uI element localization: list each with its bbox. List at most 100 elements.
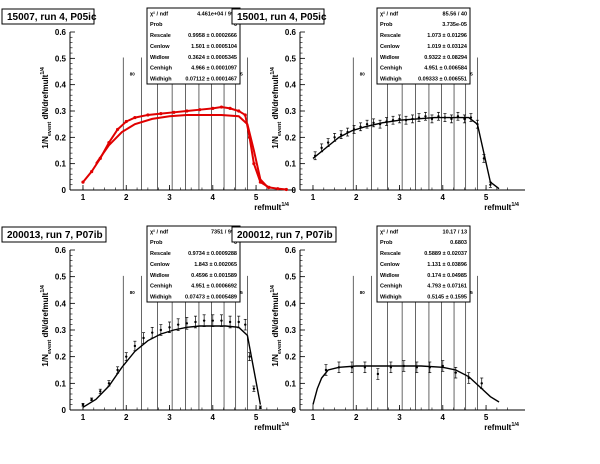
stats-name: Prob (380, 240, 393, 246)
data-point (202, 319, 206, 322)
y-tick-label: 0.2 (285, 133, 297, 142)
y-tick-label: 0.2 (55, 353, 67, 362)
chart-panel: 1 2 3 4 5 0 0.1 0.2 0.3 0.4 0.5 0.6 refmult1/4 1/Neve… (1, 225, 295, 432)
stats-name: Widhigh (380, 77, 402, 83)
x-tick-label: 2 (354, 193, 359, 202)
data-point (185, 322, 189, 325)
data-point (81, 403, 85, 406)
stats-value: 3.735e-05 (442, 22, 467, 28)
data-point (90, 398, 93, 401)
data-point (259, 406, 262, 409)
data-point (252, 387, 256, 390)
y-tick-label: 0 (292, 406, 297, 415)
y-tick-label: 0.4 (55, 299, 67, 308)
x-tick-label: 5 (484, 193, 489, 202)
data-point (363, 366, 367, 369)
data-point (228, 320, 232, 324)
fit-curve (95, 113, 270, 190)
x-tick-label: 5 (254, 413, 259, 422)
chart-title: 200013, run 7, P07ib (7, 230, 103, 241)
stats-name: Widlow (380, 55, 400, 61)
stats-value: 4.951 ± 0.0006692 (191, 284, 237, 290)
stats-value: 1.073 ± 0.01296 (427, 33, 467, 39)
chart-title: 15001, run 4, P05ic (237, 12, 327, 23)
stats-name: χ² / ndf (150, 10, 168, 17)
data-point (389, 366, 393, 369)
data-point (99, 390, 102, 393)
y-tick-label: 0.5 (55, 54, 67, 63)
y-tick-label: 0 (62, 186, 67, 195)
x-axis-label: refmult1/4 (254, 202, 290, 212)
chart-title: 15007, run 4, P05ic (7, 12, 97, 23)
y-axis-label: 1/Nevent dN/drefmult1/4 (270, 284, 283, 367)
stats-value: 4.793 ± 0.07161 (427, 284, 467, 290)
x-tick-label: 3 (167, 413, 172, 422)
data-point (333, 136, 336, 139)
stats-value: 1.843 ± 0.002065 (194, 262, 237, 268)
y-tick-label: 0.2 (55, 133, 67, 142)
x-tick-label: 1 (311, 193, 316, 202)
y-tick-label: 0.5 (55, 273, 67, 282)
stats-name: Cenlow (380, 262, 400, 268)
stats-name: Widhigh (150, 295, 172, 301)
x-tick-label: 2 (124, 193, 129, 202)
stats-name: χ² / ndf (380, 228, 398, 235)
y-tick-label: 0.1 (285, 379, 297, 388)
stats-value: 0.5145 ± 0.1595 (427, 295, 467, 301)
data-point (142, 336, 145, 340)
y-tick-label: 0.3 (285, 107, 297, 116)
stats-box (146, 7, 241, 85)
y-tick-label: 0 (62, 406, 67, 415)
data-point (437, 115, 440, 118)
stats-name: Cenlow (150, 262, 170, 268)
stats-value: 0 (234, 22, 237, 28)
fit-curve (82, 325, 262, 408)
x-tick-label: 3 (397, 193, 402, 202)
data-point (456, 115, 460, 118)
x-tick-label: 1 (81, 193, 86, 202)
stats-name: Prob (150, 240, 163, 246)
y-axis-label: 1/Nevent dN/drefmult1/4 (270, 66, 283, 149)
x-axis-label: refmult1/4 (254, 422, 290, 432)
data-point (159, 328, 163, 332)
y-tick-label: 0.6 (55, 28, 67, 37)
chart-panel: 1 2 3 4 5 0 0.1 0.2 0.3 0.4 0.5 0.6 refmult1/4 1/Neve… (231, 225, 525, 432)
stats-value: 4.461e+04 / 993 (197, 11, 237, 17)
chart-title: 200012, run 7, P07ib (237, 230, 333, 241)
y-tick-label: 0.6 (285, 28, 297, 37)
y-tick-label: 0.4 (285, 299, 297, 308)
x-tick-label: 5 (254, 193, 259, 202)
title-box (231, 226, 337, 243)
stats-value: 7351 / 993 (211, 229, 237, 235)
y-tick-label: 0 (292, 186, 297, 195)
stats-box (146, 225, 241, 303)
stats-name: Rescale (380, 33, 401, 39)
y-tick-label: 0.3 (285, 326, 297, 335)
stats-value: 0 (234, 240, 237, 246)
data-point (220, 319, 223, 322)
data-point (376, 372, 380, 376)
data-point (480, 382, 483, 385)
stats-name: Cenhigh (380, 284, 403, 290)
y-tick-label: 0.3 (55, 107, 67, 116)
x-tick-label: 4 (211, 413, 216, 422)
data-point (365, 122, 369, 126)
centrality-label: 5 (240, 71, 243, 76)
title-box (1, 8, 95, 25)
stats-name: Cenlow (150, 44, 170, 50)
data-point (463, 117, 466, 121)
x-tick-label: 4 (441, 413, 446, 422)
y-axis-label: 1/Nevent dN/drefmult1/4 (40, 66, 53, 149)
y-tick-label: 0.1 (55, 379, 67, 388)
data-point (450, 117, 453, 121)
stats-value: 10.17 / 13 (443, 229, 467, 235)
stats-value: 0.9734 ± 0.0009288 (188, 251, 237, 257)
data-point (489, 183, 492, 186)
data-point (237, 320, 240, 324)
stats-name: Cenhigh (380, 66, 403, 72)
stats-name: Widhigh (380, 295, 402, 301)
centrality-label: 80 (360, 71, 366, 76)
x-tick-label: 5 (484, 413, 489, 422)
stats-name: Cenhigh (150, 284, 173, 290)
